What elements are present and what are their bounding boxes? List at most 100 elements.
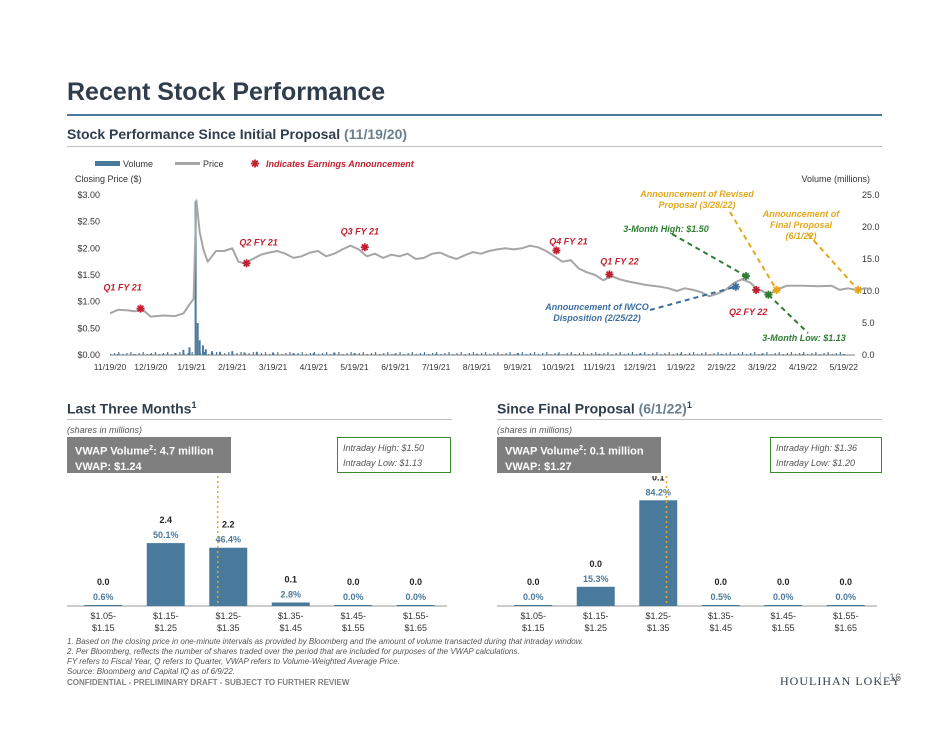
volume-bar [721, 354, 723, 355]
y-tick-label: $1.50 [77, 270, 100, 280]
earnings-label: Q2 FY 22 [729, 307, 767, 317]
volume-bar [130, 352, 132, 355]
price-line [109, 199, 871, 318]
volume-bar [472, 352, 475, 355]
value-label: 0.1 [652, 476, 665, 482]
volume-bar [448, 352, 450, 355]
volume-bar [570, 352, 572, 355]
earnings-marker [605, 270, 614, 279]
earnings-marker [752, 285, 761, 294]
volume-bar [733, 354, 735, 355]
percent-label: 0.0% [835, 592, 856, 602]
volume-bar [346, 353, 348, 355]
volume-bar [798, 353, 801, 355]
value-label: 0.1 [284, 574, 297, 584]
category-label: $1.35 [647, 623, 670, 633]
volume-bar [154, 352, 157, 355]
value-label: 0.0 [589, 559, 602, 569]
volume-bar [301, 352, 303, 355]
volume-bar [737, 353, 740, 355]
value-label: 0.0 [347, 577, 360, 587]
volume-bar [260, 353, 263, 355]
right-intraday-low: Intraday Low: $1.20 [776, 458, 856, 468]
earnings-marker [136, 304, 145, 313]
volume-bar [709, 354, 711, 355]
x-tick-label: 5/19/21 [340, 362, 369, 372]
volume-bar [842, 354, 845, 355]
volume-bar [211, 353, 214, 355]
volume-bar [811, 353, 813, 355]
since-final-proposal-title: Since Final Proposal (6/1/22)1 [497, 400, 692, 417]
volume-bar [379, 354, 381, 355]
volume-bar [395, 353, 397, 355]
revised-proposal-marker [772, 285, 781, 294]
left-vwap-price: VWAP: $1.24 [75, 460, 142, 473]
volume-bar [603, 353, 605, 355]
y2-axis-title: Volume (millions) [801, 174, 870, 184]
section-title-text: Since Final Proposal [497, 400, 635, 417]
volume-bar [668, 352, 670, 355]
volume-bar [745, 354, 748, 355]
left-intraday-high: Intraday High: $1.50 [343, 443, 425, 453]
revised-leader-line [729, 211, 778, 291]
footnote-source: Source: Bloomberg and Capital IQ as of 6… [67, 667, 236, 676]
volume-bar [701, 605, 740, 606]
footnote-ref: 1 [191, 400, 197, 410]
volume-bar [627, 353, 629, 355]
volume-bar [236, 353, 238, 355]
section-title-text: Last Three Months [67, 400, 192, 417]
volume-bar [807, 354, 809, 355]
three-month-low-label: 3-Month Low: $1.13 [762, 333, 846, 343]
volume-bar [758, 354, 760, 355]
volume-bar [489, 354, 491, 355]
value-label: 0.0 [714, 577, 727, 587]
volume-bar [224, 353, 226, 355]
since-final-proposal-bar-chart: 0.0% 0.0 $1.05- $1.15 15.3% 0.0 $1.15- $1.25 84.… [497, 476, 877, 633]
y-tick-label: $2.00 [77, 243, 100, 253]
volume-bar [692, 352, 695, 355]
x-tick-label: 1/19/21 [177, 362, 206, 372]
volume-bar [198, 340, 201, 355]
iwco-marker [731, 282, 740, 291]
legend-volume-label: Volume [123, 159, 153, 169]
volume-bar [321, 353, 324, 355]
category-label: $1.55 [342, 623, 365, 633]
value-label: 2.2 [222, 520, 235, 530]
volume-bar [635, 354, 638, 355]
volume-bar [476, 354, 479, 355]
category-label: $1.35 [217, 623, 240, 633]
legend-earnings-icon [251, 159, 259, 168]
final-leader-line [807, 233, 859, 291]
volume-bar [436, 352, 438, 355]
value-label: 0.0 [409, 577, 422, 587]
category-label: $1.35- [708, 611, 734, 621]
volume-bar [427, 354, 430, 355]
x-tick-label: 11/19/21 [583, 362, 616, 372]
page-title: Recent Stock Performance [67, 78, 386, 106]
volume-bar [383, 353, 385, 355]
subtitle-rule [67, 146, 882, 147]
x-tick-label: 3/19/21 [259, 362, 288, 372]
left-vwap-box: VWAP Volume2: 4.7 million VWAP: $1.24 [67, 437, 231, 473]
volume-bar [819, 354, 821, 355]
category-label: $1.45 [279, 623, 302, 633]
right-vwap-box: VWAP Volume2: 0.1 million VWAP: $1.27 [497, 437, 661, 473]
y-tick-label: $3.00 [77, 190, 100, 200]
volume-bar [648, 354, 650, 355]
volume-bar [167, 352, 169, 355]
volume-bar [182, 349, 185, 355]
x-tick-label: 10/19/21 [542, 362, 575, 372]
low-leader-line [767, 294, 809, 334]
stock-performance-subtitle: Stock Performance Since Initial Proposal… [67, 126, 407, 142]
category-label: $1.25- [645, 611, 671, 621]
volume-bar [514, 605, 553, 606]
volume-bar [521, 352, 523, 355]
volume-bar [252, 352, 254, 355]
subtitle-text: Stock Performance Since Initial Proposal [67, 126, 341, 142]
volume-bar [403, 354, 405, 355]
volume-bar [764, 605, 803, 606]
earnings-label: Q3 FY 21 [341, 226, 379, 236]
three-month-high-marker [741, 272, 750, 281]
category-label: $1.05- [90, 611, 116, 621]
y-tick-label: $2.50 [77, 217, 100, 227]
